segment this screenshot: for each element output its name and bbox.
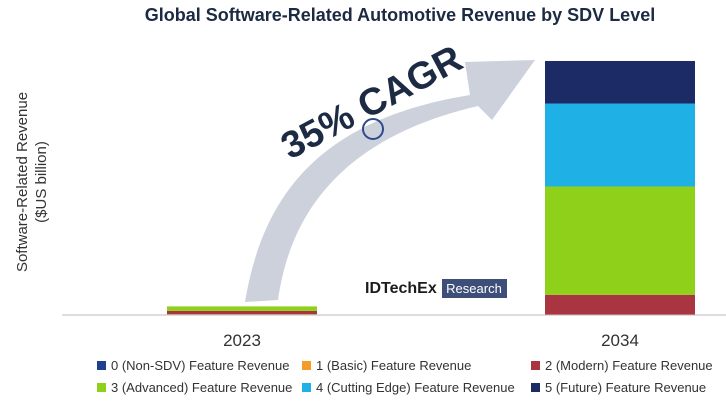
bar-segment-2034-series-3 (545, 186, 695, 295)
x-tick-labels: 2023 2034 (223, 331, 639, 350)
chart-title: Global Software-Related Automotive Reven… (145, 5, 655, 25)
bars-group (167, 60, 695, 315)
legend-swatch-2 (531, 361, 540, 370)
logo-sub-text: Research (446, 281, 502, 296)
bar-segment-2034-series-2 (545, 294, 695, 315)
bar-segment-2023-series-2 (167, 310, 317, 315)
legend-label-4: 4 (Cutting Edge) Feature Revenue (316, 380, 515, 395)
bar-segment-2023-series-3 (167, 306, 317, 311)
legend-swatch-4 (302, 383, 311, 392)
bar-segment-2034-series-5 (545, 60, 695, 104)
legend-label-2: 2 (Modern) Feature Revenue (545, 358, 713, 373)
legend-label-0: 0 (Non-SDV) Feature Revenue (111, 358, 289, 373)
legend-swatch-0 (97, 361, 106, 370)
y-axis-label-line-1: Software-Related Revenue (14, 92, 31, 272)
bar-segment-2023-series-1 (167, 314, 317, 315)
legend-swatch-5 (531, 383, 540, 392)
legend-label-3: 3 (Advanced) Feature Revenue (111, 380, 292, 395)
bar-segment-2034-series-4 (545, 103, 695, 187)
legend-label-1: 1 (Basic) Feature Revenue (316, 358, 471, 373)
legend-swatch-1 (302, 361, 311, 370)
legend-label-5: 5 (Future) Feature Revenue (545, 380, 706, 395)
x-tick-label-2023: 2023 (223, 331, 261, 350)
legend-swatch-3 (97, 383, 106, 392)
logo-main-text: IDTechEx (365, 280, 437, 297)
y-axis-label-line-2: ($US billion) (33, 141, 50, 223)
legend: 0 (Non-SDV) Feature Revenue 1 (Basic) Fea… (97, 358, 713, 395)
growth-arrow (245, 60, 535, 302)
annotation-circle-icon (362, 118, 384, 140)
x-tick-label-2034: 2034 (601, 331, 639, 350)
idtechex-logo: IDTechEx Research (365, 279, 507, 298)
logo-badge (442, 279, 507, 298)
